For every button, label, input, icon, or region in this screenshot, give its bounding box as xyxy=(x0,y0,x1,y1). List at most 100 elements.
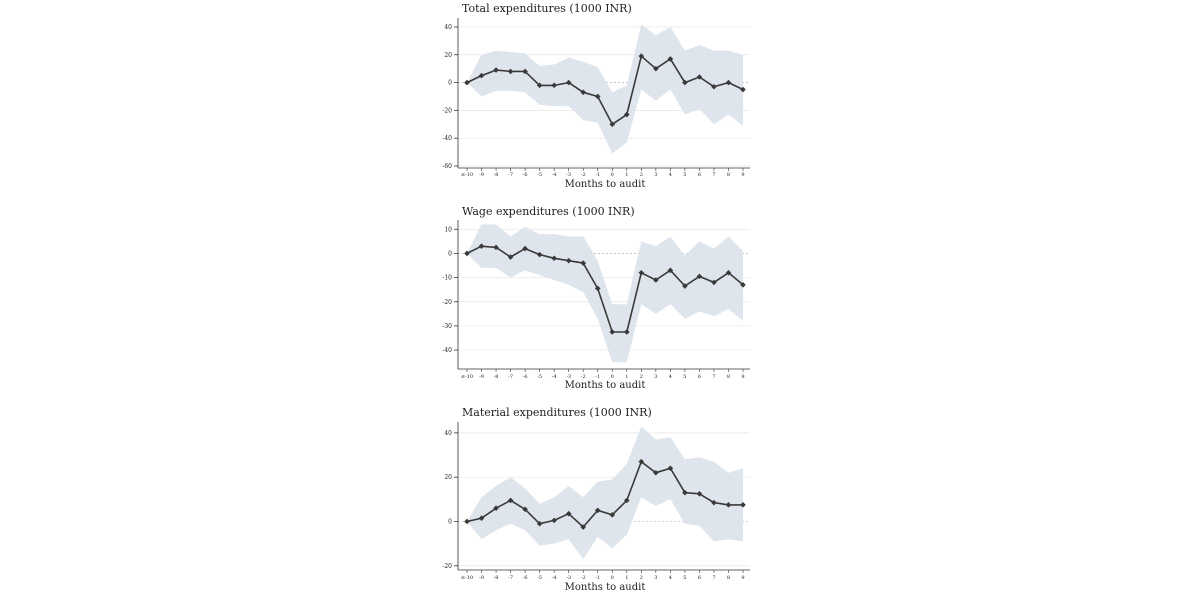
x-tick-label: -1 xyxy=(595,374,600,380)
data-point-marker xyxy=(536,251,543,258)
material-expenditures-panel: Material expenditures (1000 INR) Months … xyxy=(442,406,750,593)
y-tick-label: 40 xyxy=(444,430,452,437)
y-tick-label: -20 xyxy=(442,107,452,114)
x-tick-label: 9 xyxy=(741,172,744,178)
x-tick-label: 8 xyxy=(727,172,730,178)
data-point-marker xyxy=(667,56,674,62)
data-point-marker xyxy=(594,507,601,514)
data-point-marker xyxy=(493,505,499,511)
x-tick-label: ≤-10 xyxy=(461,172,473,178)
wage-expenditures-panel: Wage expenditures (1000 INR) Months to a… xyxy=(442,205,750,391)
y-tick-label: -60 xyxy=(442,163,452,170)
data-point-marker xyxy=(725,502,732,508)
x-tick-label: -6 xyxy=(523,374,528,380)
x-tick-label: 1 xyxy=(625,575,628,581)
chart-title: Wage expenditures (1000 INR) xyxy=(462,205,635,218)
data-point-marker xyxy=(623,329,630,335)
x-tick-label: 0 xyxy=(611,172,614,178)
x-tick-label: 2 xyxy=(640,374,643,380)
x-tick-label: 3 xyxy=(654,172,657,178)
y-tick-label: 0 xyxy=(448,250,452,257)
x-tick-label: -9 xyxy=(479,374,484,380)
x-tick-label: 8 xyxy=(727,374,730,380)
data-point-marker xyxy=(464,79,470,86)
confidence-band xyxy=(467,426,743,560)
x-tick-label: -9 xyxy=(479,172,484,178)
x-tick-label: 2 xyxy=(640,575,643,581)
data-point-marker xyxy=(711,279,717,286)
data-point-marker xyxy=(478,515,485,521)
data-point-marker xyxy=(653,277,659,283)
x-tick-label: -8 xyxy=(494,374,499,380)
y-tick-label: 0 xyxy=(448,80,452,87)
data-point-marker xyxy=(667,267,674,274)
x-tick-label: 9 xyxy=(741,374,744,380)
data-point-marker xyxy=(696,273,703,280)
x-tick-label: -6 xyxy=(523,575,528,581)
data-point-marker xyxy=(536,520,543,527)
x-tick-label: 0 xyxy=(611,575,614,581)
x-tick-label: 0 xyxy=(611,374,614,380)
y-tick-label: 0 xyxy=(448,518,452,525)
data-point-marker xyxy=(580,260,587,266)
chart-title: Material expenditures (1000 INR) xyxy=(462,406,652,419)
x-tick-label: -4 xyxy=(552,172,557,178)
x-tick-label: 4 xyxy=(669,374,672,380)
x-axis-label: Months to audit xyxy=(565,380,646,391)
y-tick-label: 20 xyxy=(444,474,452,481)
x-tick-label: -9 xyxy=(479,575,484,581)
data-point-marker xyxy=(464,250,470,257)
x-tick-label: -7 xyxy=(508,374,513,380)
x-tick-label: 8 xyxy=(727,575,730,581)
data-point-marker xyxy=(522,245,528,252)
y-tick-label: 10 xyxy=(444,226,452,233)
y-tick-label: -10 xyxy=(442,275,452,282)
data-point-marker xyxy=(594,93,601,100)
x-tick-label: 1 xyxy=(625,172,628,178)
data-point-marker xyxy=(682,283,688,289)
x-tick-label: 5 xyxy=(683,374,686,380)
x-tick-label: 5 xyxy=(683,575,686,581)
x-tick-label: 1 xyxy=(625,374,628,380)
x-tick-label: -1 xyxy=(595,172,600,178)
data-point-marker xyxy=(682,489,688,496)
data-point-marker xyxy=(638,458,645,465)
x-tick-label: -5 xyxy=(537,374,542,380)
series-line xyxy=(466,245,744,333)
data-point-marker xyxy=(522,506,528,513)
x-tick-label: -3 xyxy=(566,575,571,581)
confidence-band xyxy=(467,24,743,154)
y-tick-label: -20 xyxy=(442,299,452,306)
data-point-marker xyxy=(478,72,485,79)
x-tick-label: 9 xyxy=(741,575,744,581)
x-tick-label: 7 xyxy=(712,172,715,178)
data-point-marker xyxy=(682,79,688,86)
data-point-marker xyxy=(696,74,703,80)
x-tick-label: -8 xyxy=(494,172,499,178)
x-tick-label: -2 xyxy=(581,374,586,380)
x-tick-label: 4 xyxy=(669,575,672,581)
x-tick-label: -7 xyxy=(508,172,513,178)
data-point-marker xyxy=(740,86,746,93)
x-tick-label: -6 xyxy=(523,172,528,178)
data-point-marker xyxy=(623,497,630,504)
x-tick-label: -8 xyxy=(494,575,499,581)
data-point-marker xyxy=(725,79,732,86)
data-point-marker xyxy=(594,285,601,292)
data-point-marker xyxy=(638,269,645,276)
x-tick-label: ≤-10 xyxy=(461,374,473,380)
data-point-marker xyxy=(609,121,616,128)
data-point-marker xyxy=(464,518,470,525)
data-point-marker xyxy=(740,282,746,288)
data-point-marker xyxy=(507,254,514,260)
confidence-band xyxy=(467,224,743,363)
x-axis-label: Months to audit xyxy=(565,582,646,593)
data-point-marker xyxy=(507,497,514,504)
x-tick-label: 2 xyxy=(640,172,643,178)
data-point-marker xyxy=(711,83,717,90)
x-tick-label: 6 xyxy=(698,575,701,581)
data-point-marker xyxy=(551,255,557,262)
x-tick-label: 7 xyxy=(712,575,715,581)
x-tick-label: ≤-10 xyxy=(461,575,473,581)
